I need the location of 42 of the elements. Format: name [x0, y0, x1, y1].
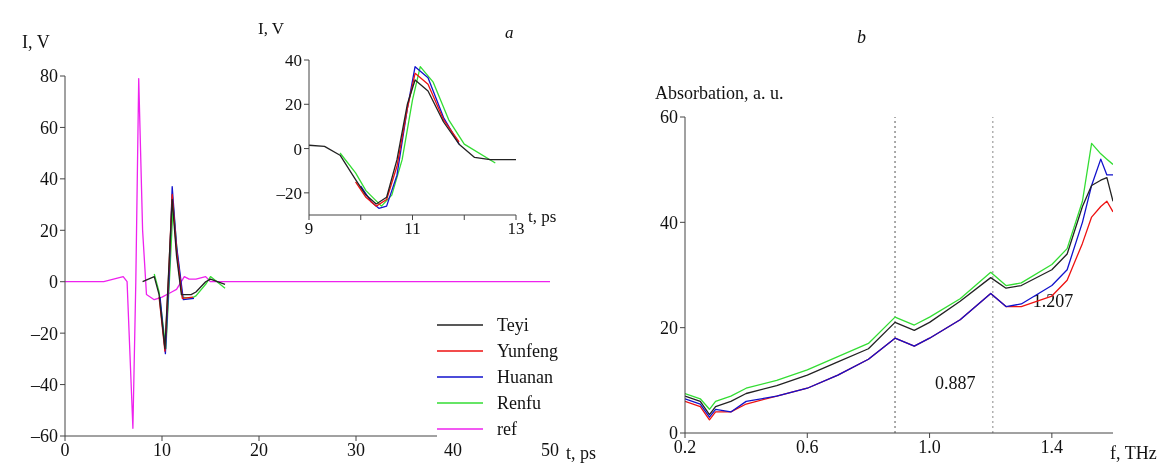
line-series	[309, 79, 516, 205]
y-tick-label: –40	[30, 374, 58, 395]
x-tick-label: 10	[153, 439, 171, 460]
y-tick-label: 40	[40, 169, 58, 190]
x-axis-title: t, ps	[566, 443, 597, 463]
x-tick-label: 30	[347, 439, 365, 460]
y-tick-label: 0	[293, 139, 302, 159]
y-tick-label: 0	[49, 272, 58, 293]
ref-line-label: 1.207	[1032, 290, 1074, 311]
y-tick-label: 60	[40, 117, 58, 138]
y-tick-label: –60	[30, 426, 58, 447]
y-tick-label: 20	[285, 95, 302, 115]
y-axis-title: I, V	[258, 19, 285, 38]
y-tick-label: –20	[275, 183, 302, 203]
x-tick-label: 1.4	[1040, 436, 1064, 457]
x-tick-label: 50	[541, 439, 559, 460]
y-tick-label: 20	[660, 318, 678, 339]
legend-label: Teyi	[497, 314, 529, 336]
y-tick-label: 40	[285, 51, 302, 71]
legend-label: Yunfeng	[497, 340, 558, 362]
line-series	[141, 198, 226, 350]
y-tick-label: 80	[40, 66, 58, 87]
legend-label: Renfu	[497, 392, 541, 414]
x-tick-label: 13	[507, 219, 525, 239]
ref-line-label: 0.887	[935, 372, 976, 393]
x-tick-label: 11	[404, 219, 421, 239]
x-tick-label: 9	[304, 219, 314, 239]
legend-label: Huanan	[497, 366, 553, 388]
legend-label: ref	[497, 418, 517, 440]
y-tick-label: 60	[660, 107, 678, 128]
y-axis-title: Absorbation, a. u.	[655, 83, 784, 103]
x-tick-label: 1.0	[918, 436, 941, 457]
y-axis-title: I, V	[22, 32, 50, 52]
line-series	[339, 65, 496, 207]
y-tick-label: –20	[30, 323, 58, 344]
x-tick-label: 20	[250, 439, 268, 460]
text: a	[505, 23, 514, 42]
x-axis-title: t, ps	[528, 207, 557, 226]
x-tick-label: 0.6	[796, 436, 819, 457]
x-tick-label: 40	[444, 439, 462, 460]
text: b	[857, 27, 866, 47]
x-axis-title: f, THz	[1110, 443, 1157, 463]
